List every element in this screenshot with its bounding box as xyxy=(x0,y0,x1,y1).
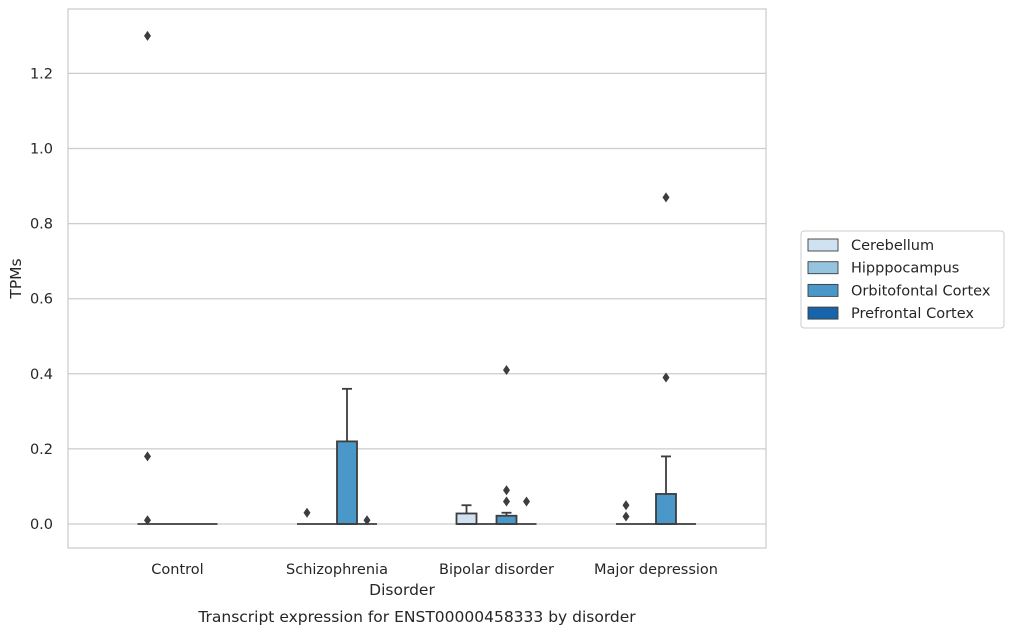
outlier-point xyxy=(503,365,510,376)
y-tick-label: 0.8 xyxy=(30,217,53,233)
y-tick-label: 1.0 xyxy=(30,142,53,158)
box-body xyxy=(655,493,677,525)
legend: Cerebellum Hipppocampus Orbitofontal Corte… xyxy=(800,230,1005,329)
y-tick-label: 1.2 xyxy=(30,66,53,82)
legend-swatch xyxy=(807,306,839,320)
y-axis-title: TPMs xyxy=(7,258,25,299)
outlier-point xyxy=(503,485,510,496)
outlier-point xyxy=(523,496,530,507)
y-axis-ticks: 0.0 0.2 0.4 0.6 0.8 1.0 1.2 xyxy=(30,66,53,533)
outlier-point xyxy=(662,192,670,203)
outlier-point xyxy=(363,515,371,526)
x-axis-title: Disorder xyxy=(369,581,435,599)
y-tick-label: 0.6 xyxy=(30,292,53,308)
x-tick-label: Control xyxy=(151,562,203,578)
x-tick-label: Schizophrenia xyxy=(286,562,388,578)
legend-label: Orbitofontal Cortex xyxy=(851,283,991,299)
box-body xyxy=(455,512,478,525)
outlier-point xyxy=(662,372,670,383)
outlier-point xyxy=(622,500,630,511)
x-axis-ticks: Control Schizophrenia Bipolar disorder Majo… xyxy=(151,562,718,578)
box-cerebellum-2 xyxy=(455,504,478,525)
outlier-point xyxy=(144,515,151,526)
outlier-point xyxy=(144,30,151,41)
plot-marks xyxy=(137,30,696,526)
y-tick-label: 0.0 xyxy=(30,517,53,533)
outlier-point xyxy=(622,511,630,522)
y-tick-label: 0.2 xyxy=(30,442,53,458)
box-orbitofontal-cortex-3 xyxy=(655,192,677,525)
outlier-point xyxy=(503,496,510,507)
box-cerebellum-0 xyxy=(137,30,158,526)
legend-swatch xyxy=(807,238,839,252)
x-tick-label: Major depression xyxy=(594,562,718,578)
legend-label: Cerebellum xyxy=(851,238,934,254)
box-body xyxy=(336,440,358,525)
box-orbitofontal-cortex-2 xyxy=(495,365,518,525)
outlier-point xyxy=(144,451,151,462)
box-orbitofontal-cortex-1 xyxy=(336,387,358,525)
legend-swatch xyxy=(807,283,839,297)
box-cerebellum-3 xyxy=(616,500,636,525)
x-tick-label: Bipolar disorder xyxy=(439,562,554,578)
outlier-point xyxy=(303,507,311,518)
box-prefrontal-cortex-2 xyxy=(516,496,537,525)
plot-frame xyxy=(67,8,767,549)
legend-label: Hipppocampus xyxy=(851,261,959,277)
legend-swatch xyxy=(807,261,839,275)
box-prefrontal-cortex-1 xyxy=(357,515,377,526)
box-cerebellum-1 xyxy=(297,507,317,525)
legend-label: Prefrontal Cortex xyxy=(851,306,974,322)
box-body xyxy=(495,514,518,525)
legend-frame xyxy=(800,230,1005,329)
gridlines xyxy=(68,72,766,525)
chart-caption: Transcript expression for ENST0000045833… xyxy=(197,608,636,626)
y-tick-label: 0.4 xyxy=(30,367,53,383)
